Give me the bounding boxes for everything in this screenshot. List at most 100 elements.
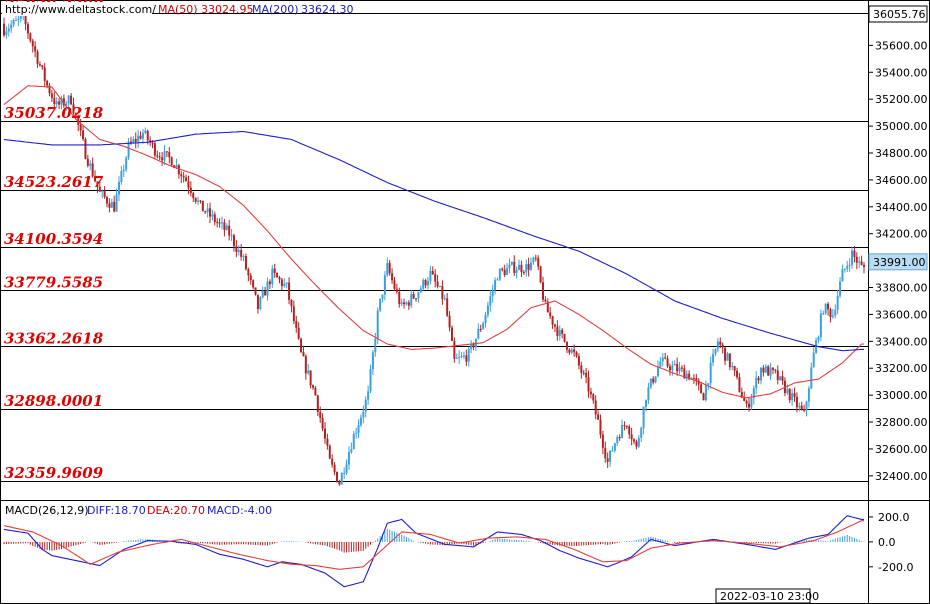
candle-down bbox=[436, 281, 439, 287]
candle-down bbox=[668, 366, 671, 371]
candle-down bbox=[599, 419, 602, 435]
level-label: 32359.9609 bbox=[4, 464, 104, 482]
site-url[interactable]: http://www.deltastock.com/ bbox=[5, 3, 156, 16]
candle-up bbox=[764, 366, 767, 373]
candle-up bbox=[359, 417, 362, 426]
candle-down bbox=[503, 269, 506, 276]
candle-down bbox=[573, 349, 576, 353]
candle-down bbox=[803, 409, 806, 411]
candle-down bbox=[86, 158, 89, 166]
candle-up bbox=[731, 366, 734, 368]
candle-down bbox=[582, 372, 585, 374]
macd-diff-label: DIFF:18.70 bbox=[87, 504, 146, 517]
candle-down bbox=[31, 40, 34, 47]
candle-down bbox=[103, 190, 106, 198]
candle-down bbox=[743, 397, 746, 402]
candle-down bbox=[247, 269, 250, 276]
candle-down bbox=[688, 373, 691, 380]
candle-down bbox=[697, 380, 700, 385]
candle-down bbox=[628, 426, 631, 435]
candle-down bbox=[58, 101, 61, 105]
candle-down bbox=[546, 301, 549, 313]
candle-up bbox=[220, 222, 223, 224]
candle-down bbox=[472, 343, 475, 348]
candle-down bbox=[589, 391, 592, 395]
candle-down bbox=[151, 142, 154, 144]
candle-up bbox=[374, 338, 377, 353]
candle-down bbox=[82, 130, 85, 140]
candle-down bbox=[156, 155, 159, 157]
level-label: 34100.3594 bbox=[4, 230, 103, 248]
candle-up bbox=[386, 262, 389, 276]
y-tick-label: 34600.00 bbox=[875, 174, 928, 187]
time-label: 2022-03-10 23:00 bbox=[720, 590, 819, 603]
candle-down bbox=[187, 181, 190, 188]
candle-down bbox=[793, 393, 796, 397]
candle-down bbox=[36, 51, 39, 65]
candle-down bbox=[134, 139, 137, 142]
candle-down bbox=[292, 306, 295, 322]
candle-down bbox=[575, 352, 578, 356]
candle-down bbox=[393, 280, 396, 289]
candle-down bbox=[309, 370, 312, 386]
candle-up bbox=[400, 302, 403, 304]
candle-up bbox=[417, 292, 420, 299]
candle-down bbox=[553, 324, 556, 327]
candle-up bbox=[841, 269, 844, 282]
candle-down bbox=[395, 288, 398, 292]
candle-up bbox=[427, 281, 430, 286]
candle-down bbox=[223, 222, 226, 230]
candle-up bbox=[750, 398, 753, 408]
candle-down bbox=[448, 315, 451, 328]
candle-up bbox=[371, 352, 374, 370]
candle-up bbox=[362, 411, 365, 418]
candle-down bbox=[146, 130, 149, 141]
candle-down bbox=[288, 282, 291, 300]
candle-down bbox=[268, 281, 271, 285]
candle-down bbox=[745, 401, 748, 404]
candle-down bbox=[331, 458, 334, 465]
candle-down bbox=[592, 394, 595, 401]
y-tick-label: 35400.00 bbox=[875, 66, 928, 79]
candle-up bbox=[851, 250, 854, 265]
candle-down bbox=[757, 377, 760, 381]
candle-up bbox=[455, 358, 458, 360]
macd-value-label: MACD:-4.00 bbox=[207, 504, 272, 517]
candle-down bbox=[407, 302, 410, 306]
candle-up bbox=[17, 18, 20, 20]
candle-up bbox=[7, 28, 10, 32]
candle-up bbox=[369, 369, 372, 392]
candle-down bbox=[577, 355, 580, 366]
candle-up bbox=[350, 449, 353, 453]
candle-up bbox=[419, 288, 422, 293]
candle-up bbox=[489, 296, 492, 306]
candle-up bbox=[525, 264, 528, 273]
y-tick-label: 34200.00 bbox=[875, 228, 928, 241]
candle-down bbox=[46, 80, 49, 86]
candle-down bbox=[403, 302, 406, 305]
candle-down bbox=[139, 135, 142, 139]
candle-up bbox=[791, 393, 794, 401]
candle-down bbox=[700, 384, 703, 394]
candle-up bbox=[120, 171, 123, 182]
candle-up bbox=[458, 356, 461, 359]
candle-up bbox=[307, 370, 310, 374]
candle-up bbox=[654, 376, 657, 383]
candle-down bbox=[235, 246, 238, 252]
candle-down bbox=[34, 46, 37, 52]
candle-down bbox=[398, 291, 401, 304]
candle-down bbox=[180, 174, 183, 177]
candle-up bbox=[443, 298, 446, 300]
candle-up bbox=[621, 425, 624, 439]
candle-down bbox=[53, 97, 56, 105]
candle-down bbox=[597, 414, 600, 420]
candle-up bbox=[206, 208, 209, 213]
candle-up bbox=[714, 348, 717, 354]
candle-down bbox=[290, 299, 293, 307]
candle-down bbox=[767, 366, 770, 376]
candle-down bbox=[551, 316, 554, 325]
candle-down bbox=[664, 357, 667, 359]
ma200-value: 33624.30 bbox=[301, 3, 354, 16]
y-tick-label: 33000.00 bbox=[875, 389, 928, 402]
